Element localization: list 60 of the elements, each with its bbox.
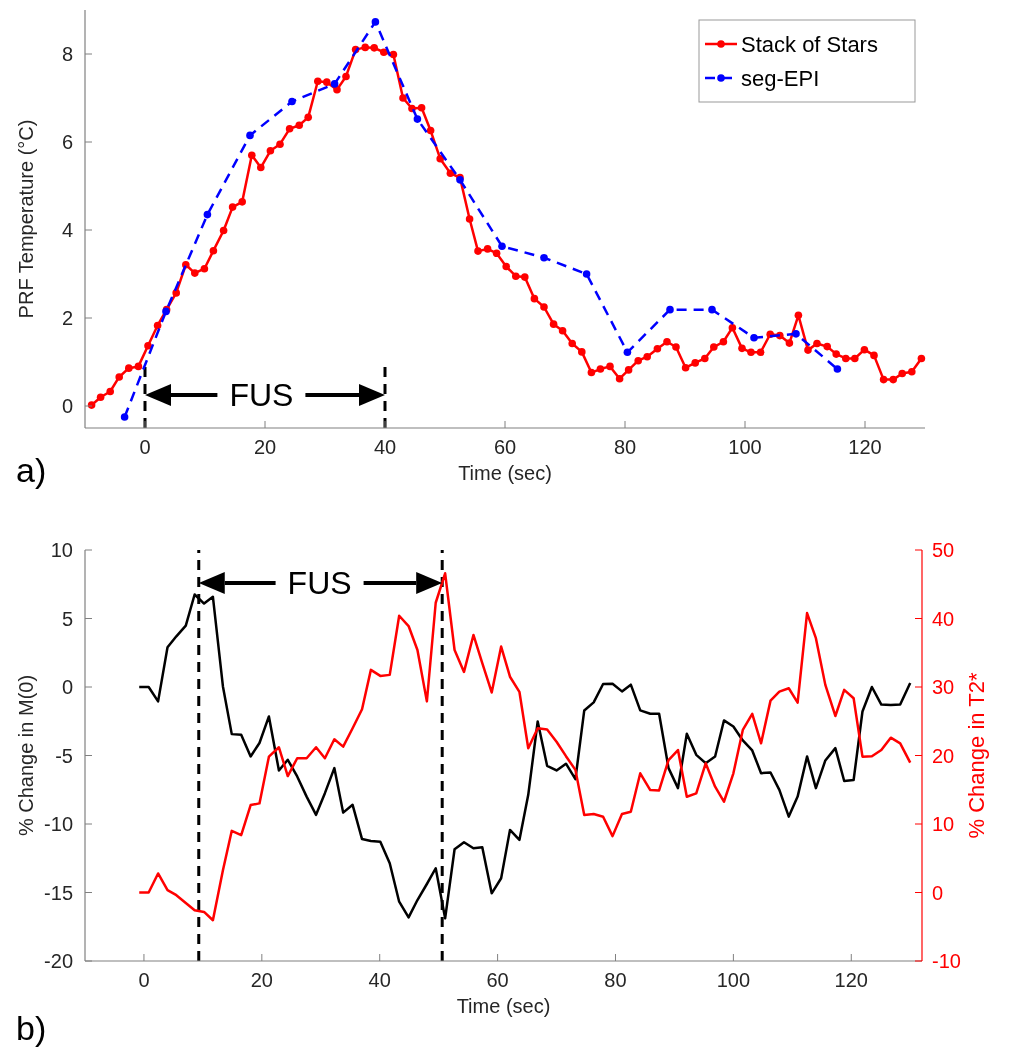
point — [203, 210, 212, 219]
point — [833, 365, 842, 373]
point — [330, 80, 339, 88]
x-tick-label: 20 — [250, 969, 273, 991]
y2-tick-label: 40 — [932, 607, 955, 630]
x-tick-label: 120 — [834, 969, 868, 991]
x-tick-label: 80 — [613, 436, 637, 458]
point — [413, 115, 422, 123]
point — [582, 270, 591, 278]
y-axis-title: PRF Temperature (°C) — [15, 119, 37, 319]
y2-tick-label: 30 — [932, 676, 955, 698]
y-tick-label: 0 — [61, 676, 73, 698]
y-tick-label: -5 — [55, 744, 73, 767]
y2-tick-label: 20 — [932, 744, 955, 767]
y2-tick-label: 50 — [932, 539, 955, 561]
y-tick-label: 0 — [61, 395, 73, 417]
point — [623, 348, 632, 357]
y2-tick-label: 10 — [932, 813, 955, 835]
y-axis-title: % Change in M(0) — [15, 674, 37, 837]
point — [792, 330, 800, 338]
y2-axis-title: % Change in T2* — [964, 672, 989, 839]
point — [371, 18, 380, 26]
point — [750, 334, 758, 342]
point — [498, 242, 506, 251]
x-tick-label: 0 — [138, 969, 150, 991]
point — [246, 131, 254, 140]
y-tick-label: -20 — [44, 950, 73, 972]
y-tick-label: -15 — [44, 881, 73, 904]
annotation: FUS — [287, 565, 352, 602]
point — [540, 253, 548, 262]
x-tick-label: 60 — [493, 436, 517, 458]
x-tick-label: 60 — [486, 969, 509, 991]
text: a) — [16, 451, 47, 489]
point — [666, 305, 674, 314]
y2-tick-label: 0 — [932, 881, 944, 904]
x-tick-label: 40 — [368, 969, 391, 991]
x-tick-label: 20 — [253, 436, 277, 458]
point — [120, 413, 129, 421]
legend-label: Stack of Stars — [741, 31, 878, 57]
x-tick-label: 100 — [728, 436, 762, 458]
y-tick-label: 2 — [61, 307, 73, 329]
x-tick-label: 100 — [716, 969, 751, 991]
x-tick-label: 120 — [848, 436, 882, 458]
x-tick-label: 80 — [604, 969, 627, 991]
y-tick-label: 4 — [61, 219, 73, 241]
x-tick-label: 0 — [139, 436, 151, 458]
legend-label: seg-EPI — [741, 65, 820, 91]
x-axis-title: Time (sec) — [458, 462, 552, 484]
x-axis-title: Time (sec) — [456, 995, 551, 1017]
y2-tick-label: -10 — [932, 950, 961, 972]
point — [288, 97, 296, 106]
y-tick-label: 6 — [61, 131, 73, 153]
text: b) — [16, 1009, 47, 1047]
y-tick-label: 10 — [50, 539, 73, 561]
y-tick-label: 5 — [61, 607, 73, 630]
y-tick-label: 8 — [61, 43, 73, 65]
point — [708, 305, 716, 314]
annotation: FUS — [229, 377, 294, 414]
y-tick-label: -10 — [44, 813, 73, 835]
x-tick-label: 40 — [373, 436, 397, 458]
